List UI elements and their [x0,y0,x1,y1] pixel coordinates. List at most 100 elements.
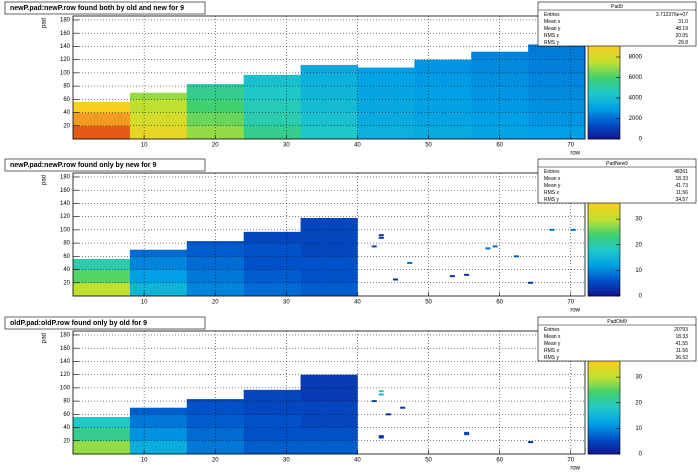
y-tick-label: 20 [63,123,70,129]
z-tick-label: 20 [635,400,642,406]
heat-cell [186,243,244,257]
stats-label: Mean y [544,26,561,32]
palette-step [588,408,620,412]
heat-cell [186,282,244,297]
palette-step [588,365,620,369]
palette-step [588,439,620,443]
palette-step [588,211,620,215]
x-tick-label: 40 [354,458,361,464]
heat-cell [300,64,358,74]
palette-step [588,73,620,76]
heat-cell [243,440,301,455]
sparse-cell [528,441,534,444]
y-tick-label: 140 [60,359,71,365]
palette-step [588,423,620,426]
stats-label: RMS x [544,348,560,354]
y-axis-label: pad [42,333,48,343]
palette-step [588,214,620,217]
palette-step [588,244,620,248]
z-tick-label: 10 [635,268,642,274]
palette-step [588,238,620,242]
heat-cell [129,407,188,415]
palette-step [588,380,620,383]
palette-step [588,259,620,262]
palette-step [588,427,620,430]
x-tick-label: 30 [283,458,290,464]
stats-label: Mean y [544,341,561,347]
heat-cell [300,256,358,270]
heat-cell [300,229,358,244]
stats-value: 20.05 [675,33,688,39]
palette-step [588,281,620,285]
sparse-cell [378,436,384,439]
heat-cell [528,86,586,100]
palette-step [588,230,620,233]
sparse-cell [485,247,491,250]
palette-step [588,369,620,373]
title-box [4,158,206,172]
heat-cell [129,249,188,257]
palette-step [588,236,620,239]
x-tick-label: 60 [496,300,503,306]
sparse-cell [464,433,470,436]
heat-cell [73,258,131,270]
palette-step [588,87,620,91]
palette-step [588,118,620,121]
palette-step [588,367,620,371]
palette-step [588,218,620,221]
sparse-cell [464,273,470,276]
heat-cell [129,112,188,127]
palette-step [588,61,620,64]
heat-cell [243,86,301,100]
y-axis-label: pad [42,18,48,28]
title-box [4,316,206,330]
palette-step [588,116,620,119]
palette-step [588,376,620,379]
palette-step [588,104,620,107]
stats-label: RMS y [544,40,560,46]
heat-cell [528,72,586,87]
x-tick-label: 20 [212,143,219,149]
palette-step [588,120,620,123]
sparse-cell [393,278,398,281]
y-tick-label: 80 [63,399,70,405]
palette-step [588,108,620,111]
palette-step [588,372,620,375]
palette-step [588,398,620,402]
palette-step [588,81,620,85]
x-tick-label: 70 [567,143,574,149]
chart-title: oldP.pad:oldP.row found only by old for … [10,320,147,327]
y-tick-label: 120 [60,214,71,220]
y-tick-label: 180 [60,333,71,339]
palette-step [588,205,620,209]
palette-step [588,443,620,447]
heat-cell [300,387,358,402]
sparse-cell [371,245,377,248]
palette-step [588,269,620,272]
y-tick-label: 20 [63,280,70,286]
palette-step [588,222,620,225]
y-tick-label: 80 [63,84,70,90]
sparse-cell [570,228,576,231]
stats-label: Mean x [544,176,561,182]
palette-step [588,289,620,293]
palette-step [588,102,620,105]
palette-step [588,378,620,381]
sparse-cell [513,255,519,258]
heat-cell [357,125,415,140]
heat-cell [73,440,131,455]
heat-cell [528,125,586,140]
palette-step [588,106,620,109]
sparse-cell [371,400,377,403]
heat-cell [357,67,415,74]
sparse-cell [549,228,555,231]
heat-cell [414,99,472,113]
heat-cell [186,125,244,140]
stats-label: Entries [544,12,560,18]
heat-cell [243,256,301,270]
heat-cell [129,125,188,140]
heat-cell [243,401,301,415]
heat-cell [243,282,301,297]
